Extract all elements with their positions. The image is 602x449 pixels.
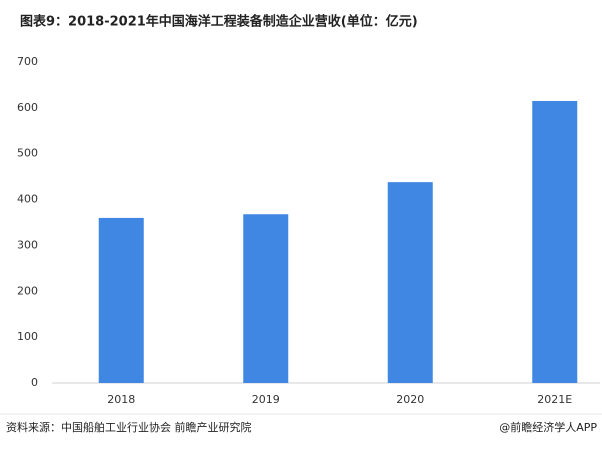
y-tick-label: 500 <box>17 147 38 160</box>
y-tick-label: 300 <box>17 238 38 251</box>
x-tick-label: 2020 <box>396 393 424 406</box>
y-tick-label: 700 <box>17 55 38 68</box>
credit: @前瞻经济学人APP <box>499 420 597 434</box>
source: 资料来源：中国船舶工业行业协会 前瞻产业研究院 <box>6 420 252 434</box>
bar <box>243 214 289 383</box>
bar <box>387 182 433 383</box>
y-tick-label: 200 <box>17 284 38 297</box>
bar <box>98 217 144 383</box>
x-tick-label: 2021E <box>537 393 572 406</box>
y-tick-label: 400 <box>17 193 38 206</box>
y-tick-label: 100 <box>17 330 38 343</box>
chart-title: 图表9：2018-2021年中国海洋工程装备制造企业营收(单位：亿元) <box>20 14 418 30</box>
x-tick-label: 2018 <box>107 393 135 406</box>
y-tick-label: 600 <box>17 101 38 114</box>
x-tick-label: 2019 <box>252 393 280 406</box>
bar <box>532 100 578 383</box>
y-tick-label: 0 <box>31 376 38 389</box>
